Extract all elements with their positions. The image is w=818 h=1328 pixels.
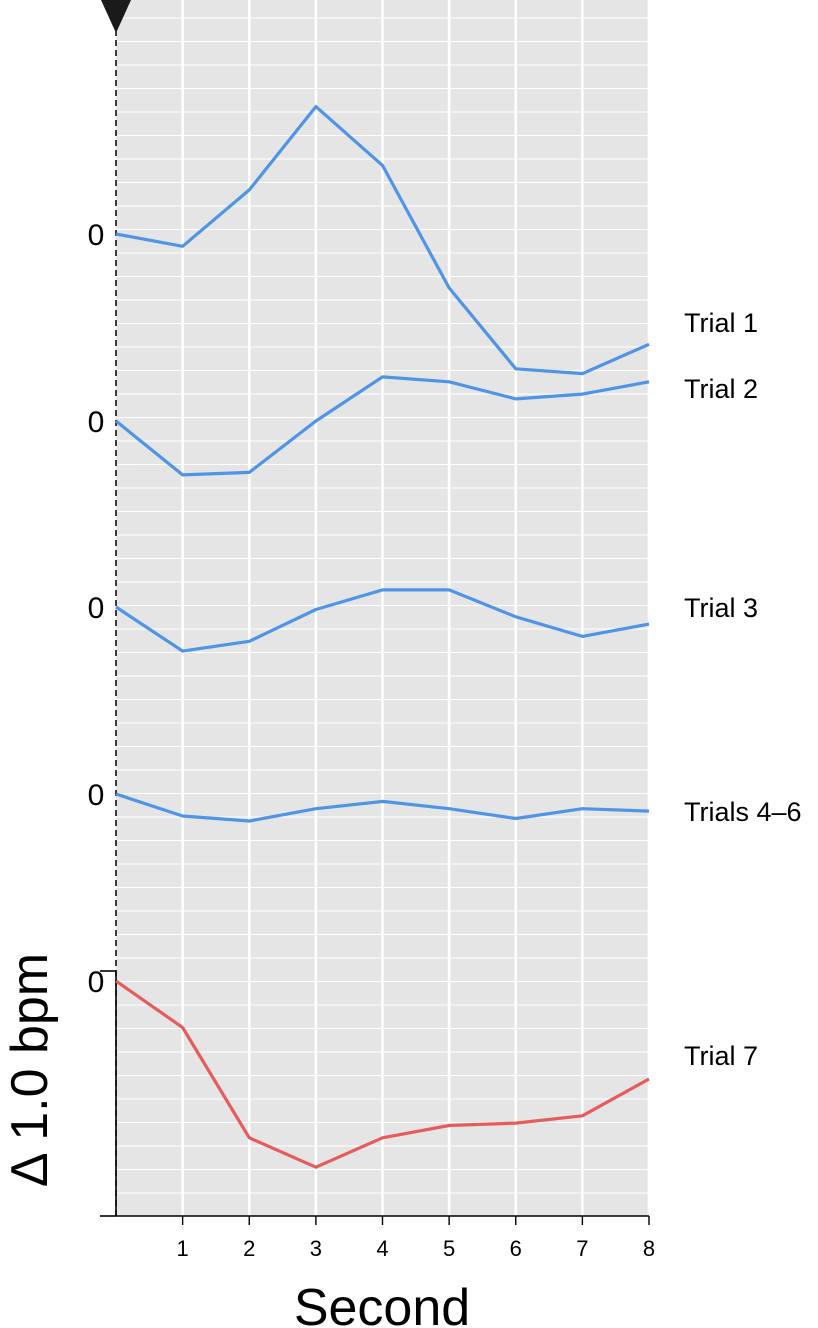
x-axis: 1 2 3 4 5 6 7 8: [116, 1215, 655, 1261]
series-layer: [114, 104, 650, 1169]
series-labels: Trial 1 Trial 2 Trial 3 Trials 4–6 Trial 7: [684, 308, 802, 1071]
zero-label-1: 0: [88, 219, 105, 252]
zero-label-4: 0: [88, 779, 105, 812]
y-axis-title: Δ 1.0 bpm: [1, 953, 59, 1187]
series-label-3: Trial 3: [684, 593, 758, 623]
x-tick-label: 6: [510, 1236, 522, 1261]
x-tick-label: 1: [177, 1236, 189, 1261]
onset-marker-triangle: [101, 0, 131, 33]
series-label-2: Trial 2: [684, 374, 758, 404]
series-label-5: Trial 7: [684, 1041, 758, 1071]
zero-label-2: 0: [88, 406, 105, 439]
series-label-1: Trial 1: [684, 308, 758, 338]
x-tick-label: 3: [310, 1236, 322, 1261]
scale-bar: [100, 970, 117, 1217]
x-tick-label: 7: [576, 1236, 588, 1261]
zero-label-5: 0: [88, 966, 105, 999]
x-tick-label: 2: [243, 1236, 255, 1261]
x-axis-title: Second: [294, 1279, 470, 1328]
x-tick-label: 8: [643, 1236, 655, 1261]
x-tick-label: 5: [443, 1236, 455, 1261]
zero-labels: 0 0 0 0 0: [88, 219, 105, 999]
series-label-4: Trials 4–6: [684, 797, 802, 827]
x-tick-label: 4: [376, 1236, 388, 1261]
grid: [116, 0, 651, 1216]
zero-label-3: 0: [88, 592, 105, 625]
